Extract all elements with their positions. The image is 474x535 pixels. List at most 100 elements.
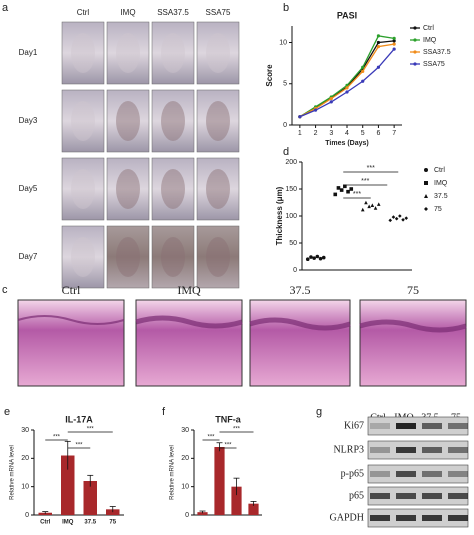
x-tick-label: Ctrl <box>40 520 51 526</box>
blot-band <box>396 423 416 429</box>
x-tick-label: 7 <box>392 130 396 137</box>
data-point <box>392 42 396 46</box>
y-tick-label: 50 <box>289 240 297 247</box>
blot-band <box>396 471 416 477</box>
panel-label: g <box>316 406 322 418</box>
skin-photo <box>151 89 195 153</box>
bar <box>197 512 208 515</box>
x-tick-label: 2 <box>314 130 318 137</box>
significance-label: *** <box>224 443 232 449</box>
legend-label: Ctrl <box>434 167 445 174</box>
y-tick-label: 0 <box>283 122 287 129</box>
skin-photo <box>106 89 150 153</box>
x-tick-label: 1 <box>298 130 302 137</box>
data-point <box>373 206 378 210</box>
legend-marker <box>424 194 428 198</box>
skin-photo <box>196 21 240 85</box>
blot-row: NLRP3 <box>333 444 364 455</box>
back-patch <box>161 33 185 73</box>
histology-image <box>249 299 351 387</box>
y-axis-label: Relative mRNA level <box>170 445 176 500</box>
panel-label: b <box>283 2 289 14</box>
significance-label: *** <box>207 435 215 441</box>
skin-photo <box>61 89 105 153</box>
row-label: Day7 <box>19 252 38 261</box>
skin-photo <box>106 225 150 289</box>
chart-title: IL-17A <box>65 414 93 424</box>
back-patch <box>71 101 95 141</box>
y-tick-label: 30 <box>181 427 189 434</box>
column-header: SSA75 <box>206 8 231 17</box>
significance-label: *** <box>75 443 83 449</box>
legend-marker <box>424 207 428 211</box>
data-point <box>394 216 399 221</box>
back-patch <box>116 237 140 277</box>
legend-label: IMQ <box>434 180 448 187</box>
y-tick-label: 0 <box>185 512 189 519</box>
legend-label: 75 <box>434 206 442 213</box>
legend-marker <box>413 26 417 30</box>
bar <box>231 486 242 515</box>
data-point <box>361 69 365 73</box>
y-tick-label: 20 <box>181 455 189 462</box>
y-tick-label: 100 <box>285 213 297 220</box>
bar <box>83 481 97 515</box>
y-tick-label: 10 <box>279 39 287 46</box>
x-tick-label: 6 <box>376 130 380 137</box>
y-tick-label: 30 <box>21 427 29 434</box>
x-axis-label: Times (Days) <box>325 140 368 147</box>
blot-band <box>370 447 390 453</box>
blot-row: GAPDH <box>330 512 364 523</box>
blot-band <box>370 423 390 429</box>
skin-photo <box>196 89 240 153</box>
panel-label: c <box>2 284 8 296</box>
data-point <box>392 36 396 40</box>
x-tick-label: 37.5 <box>84 520 96 526</box>
column-header: IMQ <box>120 8 135 17</box>
panel-label: f <box>162 406 166 418</box>
back-patch <box>71 33 95 73</box>
blot-band <box>396 447 416 453</box>
back-patch <box>161 169 185 209</box>
data-point <box>364 200 368 205</box>
data-point <box>343 184 347 189</box>
blot-band <box>448 515 468 521</box>
back-patch <box>161 237 185 277</box>
y-tick-label: 20 <box>21 455 29 462</box>
data-point <box>305 257 310 262</box>
skin-photo <box>196 225 240 289</box>
data-point <box>336 186 341 190</box>
data-point <box>321 255 326 260</box>
histology-image <box>359 299 467 387</box>
legend-marker <box>413 62 417 66</box>
epidermis <box>249 317 351 331</box>
x-tick-label: IMQ <box>62 520 74 526</box>
series-line <box>299 35 395 118</box>
chart-title: PASI <box>337 10 357 20</box>
skin-photo <box>196 157 240 221</box>
data-point <box>376 65 381 69</box>
x-tick-label: 4 <box>345 130 349 137</box>
data-point <box>345 90 349 94</box>
y-tick-label: 150 <box>285 186 297 193</box>
blot-band <box>422 471 442 477</box>
data-point <box>391 215 396 219</box>
blot-band <box>448 447 468 453</box>
legend-label: IMQ <box>423 37 437 44</box>
legend-label: 37.5 <box>434 193 448 200</box>
data-point <box>346 189 350 194</box>
data-point <box>367 204 371 209</box>
blot-row: p65 <box>349 490 364 501</box>
data-point <box>392 39 396 43</box>
significance-label: *** <box>87 427 95 433</box>
bar <box>248 503 259 515</box>
blot-row: p-p65 <box>341 468 364 479</box>
y-axis-label: Relative mRNA level <box>10 445 16 500</box>
data-point <box>370 203 375 207</box>
back-patch <box>206 237 230 277</box>
y-tick-label: 0 <box>25 512 29 519</box>
y-tick-label: 5 <box>283 81 287 88</box>
skin-photo <box>106 21 150 85</box>
back-patch <box>71 169 95 209</box>
